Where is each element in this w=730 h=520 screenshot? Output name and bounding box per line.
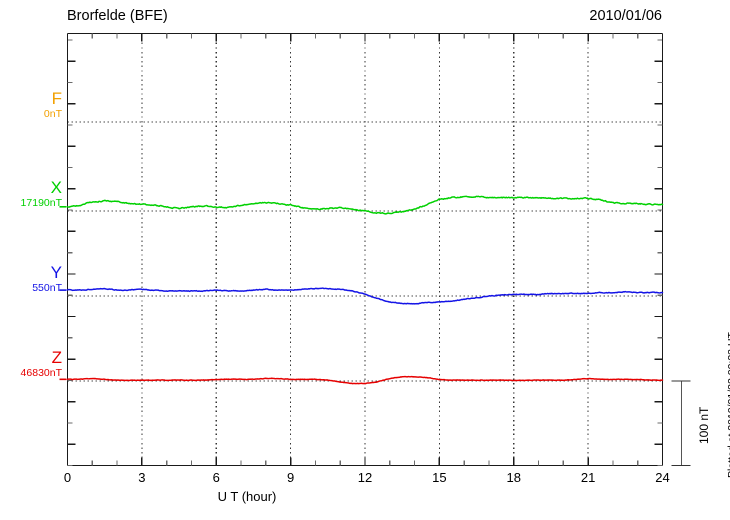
x-axis-title: U T (hour) bbox=[0, 489, 730, 504]
component-letter-z: Z bbox=[51, 348, 62, 367]
component-label-z: Z 46830nT bbox=[0, 349, 62, 379]
component-baseline-value-x: 17190nT bbox=[20, 197, 62, 209]
x-tick-label: 12 bbox=[357, 470, 373, 485]
component-letter-y: Y bbox=[50, 263, 62, 282]
scale-bar bbox=[671, 380, 691, 467]
gridlines bbox=[141, 33, 589, 466]
x-tick-label: 15 bbox=[432, 470, 447, 485]
component-baseline-value-z: 46830nT bbox=[20, 367, 62, 379]
x-tick-label: 21 bbox=[580, 470, 596, 485]
x-tick-label: 18 bbox=[506, 470, 521, 485]
component-label-f: F 0nT bbox=[0, 90, 62, 120]
component-label-x: X 17190nT bbox=[0, 179, 62, 209]
data-traces bbox=[59, 195, 664, 385]
page-title: Brorfelde (BFE) bbox=[67, 8, 168, 24]
x-tick-label: 24 bbox=[655, 470, 670, 485]
component-baseline-value-f: 0nT bbox=[43, 108, 62, 120]
plotted-at-text: Plotted at 2010/01/22 00:23 UT bbox=[726, 332, 730, 478]
component-letter-x: X bbox=[50, 178, 62, 197]
x-axis-title-text: U T (hour) bbox=[217, 489, 277, 504]
axis-ticks bbox=[66, 33, 664, 467]
chart-date: 2010/01/06 bbox=[589, 8, 662, 24]
component-label-y: Y 550nT bbox=[0, 264, 62, 294]
x-tick-label: 6 bbox=[212, 470, 220, 485]
scalebar-label: 100 nT bbox=[697, 406, 711, 444]
x-tick-label: 9 bbox=[287, 470, 295, 485]
x-tick-label: 3 bbox=[138, 470, 146, 485]
component-baseline-value-y: 550nT bbox=[32, 282, 62, 294]
component-letter-f: F bbox=[51, 89, 62, 108]
x-tick-label: 0 bbox=[63, 470, 72, 485]
